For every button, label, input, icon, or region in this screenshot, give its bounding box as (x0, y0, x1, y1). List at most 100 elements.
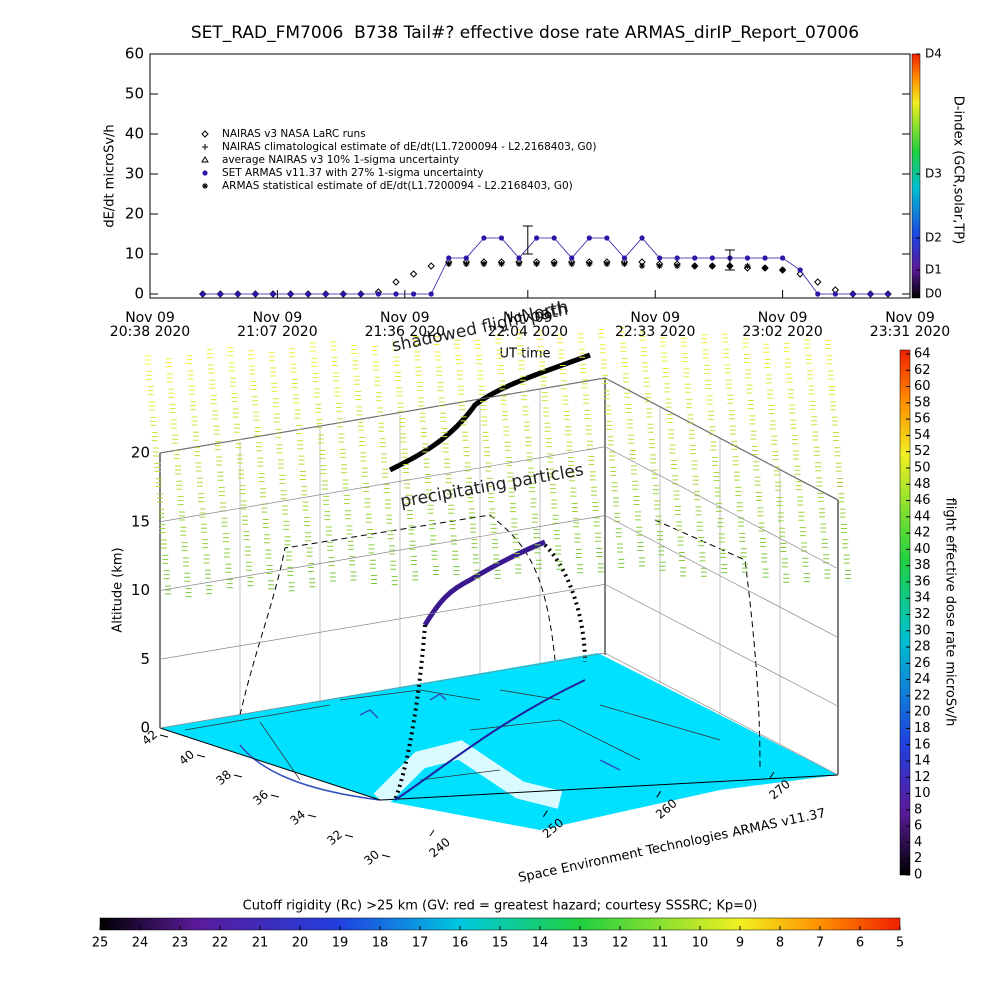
dose-field (781, 558, 788, 568)
flight-path (422, 539, 546, 627)
dose-field (842, 539, 849, 549)
dose-field (569, 472, 576, 482)
dose-field (670, 460, 677, 470)
dose-field (272, 398, 279, 408)
dose-field (780, 543, 787, 553)
marker (375, 291, 382, 297)
dose-field (699, 552, 706, 562)
dose-field (476, 355, 483, 365)
dose-field (355, 391, 362, 401)
wall-grid (239, 389, 781, 745)
marker (463, 261, 470, 267)
rigidity-colorbar-label: Cutoff rigidity (Rc) >25 km (GV: red = g… (243, 899, 758, 914)
dose-field (288, 582, 295, 592)
dose-field (224, 548, 231, 558)
dose-field (745, 369, 752, 379)
dose-field (408, 525, 415, 535)
dose-field (375, 392, 382, 402)
dose-field (551, 499, 558, 509)
dose-field (802, 557, 809, 567)
dose-field (146, 370, 153, 380)
dose-field (268, 580, 275, 590)
dose-field (820, 523, 827, 533)
dose-field (369, 559, 376, 569)
colorbar-tick-label: 64 (914, 347, 931, 362)
dose-field (709, 426, 716, 436)
dose-field (609, 451, 615, 461)
dose-field (440, 412, 447, 422)
x-tick-label: Nov 09 (630, 310, 680, 326)
dose-field (261, 503, 268, 513)
colorbar-tick-label: 15 (492, 936, 509, 951)
dose-field (361, 467, 368, 477)
dose-field (415, 366, 422, 376)
dose-field (798, 511, 805, 521)
dose-field (243, 531, 250, 541)
dose-field (311, 357, 318, 367)
dose-field (309, 578, 316, 588)
dose-field (199, 508, 206, 518)
dose-field (247, 577, 254, 587)
dose-field (386, 514, 393, 524)
dose-field (297, 440, 304, 450)
dose-field (454, 339, 461, 349)
dose-field (185, 588, 192, 598)
dose-field (674, 506, 681, 516)
dose-field (513, 549, 520, 559)
dose-field (367, 529, 374, 539)
dose-field (833, 431, 839, 441)
dose-field (313, 388, 320, 398)
dose-field (618, 558, 625, 568)
dose-field (517, 345, 524, 355)
colorbar-tick-label: 42 (914, 526, 931, 541)
dose-field (488, 493, 495, 503)
colorbar-tick-label: 10 (692, 936, 709, 951)
dose-field (426, 489, 433, 499)
dose-field (213, 425, 220, 435)
marker (743, 264, 752, 272)
marker (832, 291, 838, 297)
dose-field (583, 394, 590, 404)
x-tick-label: Nov 09 (125, 310, 175, 326)
marker (674, 263, 681, 269)
dose-field (721, 564, 728, 574)
dose-field (539, 361, 546, 371)
dose-field (226, 579, 233, 589)
colorbar-tick-label: 12 (914, 770, 931, 785)
dose-field (325, 526, 332, 536)
colorbar-tick-label: 23 (172, 936, 189, 951)
dose-field (158, 508, 165, 518)
dose-field (227, 347, 234, 357)
dose-field (217, 471, 224, 481)
dose-field (330, 341, 337, 351)
dose-field (767, 389, 774, 399)
dose-field (533, 529, 540, 539)
dose-field (629, 450, 636, 460)
colorbar-tick-label: 34 (914, 591, 931, 606)
dose-field (174, 465, 181, 475)
dose-field (613, 497, 619, 507)
dose-field (416, 382, 423, 392)
dose-field (423, 458, 430, 468)
dose-field (180, 526, 187, 536)
dose-field (587, 440, 594, 450)
colorbar-tick-label: 6 (914, 819, 922, 834)
dose-field (829, 385, 835, 395)
dose-field (284, 536, 291, 546)
marker (674, 255, 680, 261)
dose-field (741, 563, 748, 573)
dose-field (761, 553, 768, 563)
dose-field (812, 431, 819, 441)
dose-field (785, 358, 792, 368)
dose-field (807, 370, 814, 380)
dose-field (758, 522, 765, 532)
colorbar-tick-label: 36 (914, 574, 931, 589)
x-tick-label: Nov 09 (253, 310, 303, 326)
dose-field (628, 434, 635, 444)
colorbar-tick-label: 50 (914, 460, 931, 475)
dose-field (500, 395, 507, 405)
dose-field (260, 488, 267, 498)
dose-field (776, 497, 783, 507)
dose-field (622, 373, 629, 383)
